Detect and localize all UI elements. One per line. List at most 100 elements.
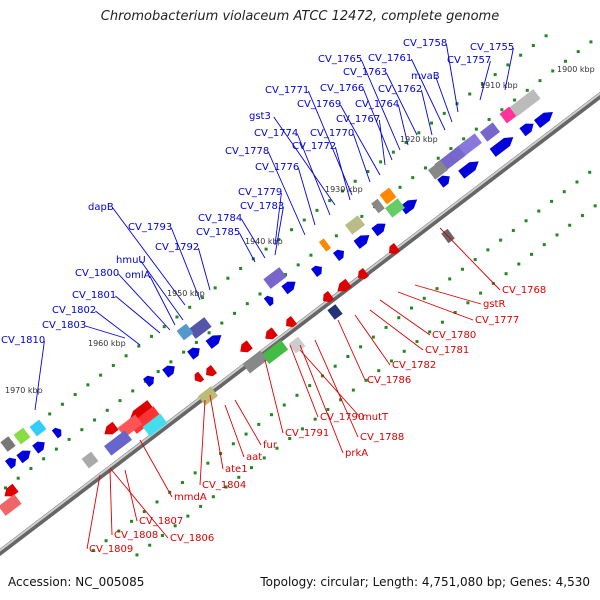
reverse-gene-arrow[interactable] <box>355 267 370 282</box>
forward-gene-arrow[interactable] <box>458 157 482 179</box>
reverse-gene-label[interactable]: CV_1791 <box>285 428 329 439</box>
reverse-gene-label[interactable]: CV_1781 <box>425 345 469 356</box>
reverse-gene-arrow[interactable] <box>386 242 401 257</box>
reverse-gene-label[interactable]: mmdA <box>174 492 207 503</box>
reverse-gene-arrow[interactable] <box>101 421 119 438</box>
reverse-gene-arrow[interactable] <box>262 327 278 342</box>
reverse-gene-label[interactable]: CV_1809 <box>89 544 133 555</box>
forward-gene-label[interactable]: gst3 <box>249 111 271 122</box>
reverse-gene-label[interactable]: ate1 <box>225 464 248 475</box>
reverse-gene-arrow[interactable] <box>127 400 154 424</box>
forward-gene-arrow[interactable] <box>332 247 347 262</box>
forward-gene-label[interactable]: CV_1757 <box>447 55 491 66</box>
reverse-gene-label[interactable]: prkA <box>345 448 368 459</box>
reverse-gene-label[interactable]: CV_1780 <box>432 330 476 341</box>
gene-feature-box[interactable] <box>142 413 168 437</box>
forward-gene-label[interactable]: CV_1784 <box>198 213 242 224</box>
forward-gene-arrow[interactable] <box>371 220 388 237</box>
reverse-gene-label[interactable]: CV_1768 <box>502 285 546 296</box>
forward-gene-label[interactable]: CV_1765 <box>318 54 362 65</box>
reverse-gene-arrow[interactable] <box>1 483 19 500</box>
gene-feature-box[interactable] <box>428 160 448 180</box>
forward-gene-label[interactable]: CV_1758 <box>403 38 447 49</box>
gene-feature-box[interactable] <box>480 122 500 142</box>
reverse-gene-label[interactable]: CV_1804 <box>202 480 246 491</box>
forward-gene-arrow[interactable] <box>519 120 536 137</box>
forward-gene-arrow[interactable] <box>310 263 325 278</box>
gene-feature-box[interactable] <box>0 494 22 516</box>
gene-feature-box[interactable] <box>261 339 289 365</box>
forward-gene-label[interactable]: CV_1774 <box>254 128 298 139</box>
forward-gene-arrow[interactable] <box>281 278 298 295</box>
forward-gene-label[interactable]: CV_1785 <box>196 227 240 238</box>
reverse-gene-arrow[interactable] <box>334 278 352 295</box>
gene-feature-box[interactable] <box>345 215 365 235</box>
forward-gene-arrow[interactable] <box>187 344 203 360</box>
forward-gene-arrow[interactable] <box>51 426 64 439</box>
gene-feature-box[interactable] <box>509 89 541 117</box>
gene-feature-box[interactable] <box>327 304 343 320</box>
gene-feature-box[interactable] <box>104 430 132 456</box>
gene-feature-box[interactable] <box>0 436 16 452</box>
reverse-gene-label[interactable]: CV_1782 <box>392 360 436 371</box>
forward-gene-arrow[interactable] <box>437 172 453 188</box>
gene-feature-box[interactable] <box>188 317 212 339</box>
reverse-gene-label[interactable]: fur <box>263 440 278 451</box>
forward-gene-label[interactable]: CV_1778 <box>225 146 269 157</box>
gene-feature-box[interactable] <box>81 451 99 469</box>
forward-gene-label[interactable]: CV_1755 <box>470 42 514 53</box>
forward-gene-label[interactable]: omlA <box>125 270 151 281</box>
reverse-gene-label[interactable]: CV_1788 <box>360 432 404 443</box>
forward-gene-label[interactable]: CV_1810 <box>1 335 45 346</box>
forward-gene-label[interactable]: CV_1763 <box>343 67 387 78</box>
gene-feature-box[interactable] <box>13 427 31 445</box>
gene-feature-box[interactable] <box>263 267 287 289</box>
reverse-gene-arrow[interactable] <box>320 290 335 305</box>
forward-gene-label[interactable]: CV_1802 <box>52 305 96 316</box>
forward-gene-arrow[interactable] <box>142 373 157 388</box>
gene-feature-box[interactable] <box>318 238 332 252</box>
reverse-gene-label[interactable]: CV_1808 <box>114 530 158 541</box>
reverse-gene-arrow[interactable] <box>283 315 298 330</box>
forward-gene-label[interactable]: CV_1772 <box>292 141 336 152</box>
forward-gene-arrow[interactable] <box>16 447 33 464</box>
forward-gene-arrow[interactable] <box>489 133 517 157</box>
forward-gene-label[interactable]: CV_1769 <box>297 99 341 110</box>
forward-gene-label[interactable]: CV_1762 <box>378 84 422 95</box>
gene-feature-box[interactable] <box>371 198 385 214</box>
reverse-gene-label[interactable]: CV_1790 <box>320 412 364 423</box>
reverse-gene-label[interactable]: CV_1807 <box>139 516 183 527</box>
forward-gene-label[interactable]: hmuU <box>116 255 146 266</box>
reverse-gene-label[interactable]: mutT <box>362 412 389 423</box>
forward-gene-label[interactable]: CV_1764 <box>355 99 399 110</box>
forward-gene-arrow[interactable] <box>353 231 373 249</box>
forward-gene-label[interactable]: CV_1776 <box>255 162 299 173</box>
reverse-gene-arrow[interactable] <box>203 364 218 379</box>
reverse-gene-arrow[interactable] <box>237 340 253 355</box>
forward-gene-label[interactable]: dapB <box>88 202 114 213</box>
forward-gene-label[interactable]: CV_1803 <box>42 320 86 331</box>
forward-gene-label[interactable]: CV_1800 <box>75 268 119 279</box>
gene-feature-box[interactable] <box>29 419 47 437</box>
reverse-gene-label[interactable]: aat <box>246 452 262 463</box>
forward-gene-label[interactable]: CV_1770 <box>310 128 354 139</box>
forward-gene-arrow[interactable] <box>4 455 19 470</box>
forward-gene-arrow[interactable] <box>205 331 225 349</box>
gene-feature-box[interactable] <box>499 106 517 124</box>
forward-gene-label[interactable]: mvaB <box>411 71 440 82</box>
forward-gene-label[interactable]: CV_1779 <box>238 187 282 198</box>
reverse-gene-label[interactable]: CV_1786 <box>367 375 411 386</box>
gene-feature-box[interactable] <box>288 336 306 354</box>
reverse-gene-label[interactable]: gstR <box>483 299 505 310</box>
forward-gene-label[interactable]: CV_1792 <box>155 242 199 253</box>
gene-feature-box[interactable] <box>198 386 218 406</box>
gene-feature-box[interactable] <box>176 323 194 341</box>
forward-gene-label[interactable]: CV_1766 <box>320 83 364 94</box>
forward-gene-arrow[interactable] <box>534 108 556 129</box>
forward-gene-label[interactable]: CV_1801 <box>72 290 116 301</box>
forward-gene-label[interactable]: CV_1793 <box>128 222 172 233</box>
reverse-gene-label[interactable]: CV_1777 <box>475 315 519 326</box>
forward-gene-label[interactable]: CV_1761 <box>368 53 412 64</box>
forward-gene-arrow[interactable] <box>399 196 420 215</box>
gene-feature-box[interactable] <box>242 350 268 374</box>
